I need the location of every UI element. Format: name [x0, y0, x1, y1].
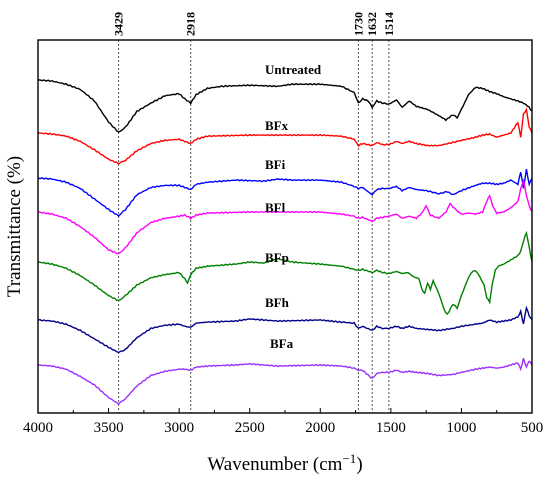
- series-label-bfp: BFp: [265, 250, 289, 265]
- series-label-bfx: BFx: [265, 118, 289, 133]
- reference-lines: [118, 40, 390, 413]
- series-label-bfi: BFi: [265, 157, 286, 172]
- x-axis-title-main: Wavenumber (cm: [207, 454, 342, 475]
- y-axis-title: Transmittance (%): [4, 156, 25, 297]
- series-line-bfp: [37, 230, 533, 315]
- x-tick-label-3000: 3000: [164, 420, 194, 436]
- x-axis: 4000 3500 3000 2500 2000 1500 1000 500: [23, 408, 543, 436]
- series-layer: [37, 79, 533, 406]
- series-labels: Untreated BFx BFi BFl BFp BFh BFa: [265, 62, 322, 351]
- peak-label-1730: 1730: [351, 12, 365, 36]
- series-line-bfl: [37, 178, 533, 255]
- series-label-bfa: BFa: [270, 336, 294, 351]
- x-tick-label-1500: 1500: [376, 420, 406, 436]
- series-label-untreated: Untreated: [265, 62, 322, 77]
- series-line-untreated: [37, 79, 533, 133]
- series-label-bfh: BFh: [265, 295, 290, 310]
- series-line-bfh: [37, 305, 533, 354]
- peak-label-2918: 2918: [184, 12, 198, 36]
- x-axis-title: Wavenumber (cm−1): [207, 451, 362, 476]
- series-line-bfi: [37, 168, 533, 218]
- x-tick-label-500: 500: [521, 420, 544, 436]
- x-axis-title-close: ): [356, 454, 362, 475]
- x-tick-label-2500: 2500: [235, 420, 265, 436]
- peak-labels: 3429 2918 1730 1632 1514: [112, 12, 396, 36]
- x-tick-label-1000: 1000: [446, 420, 476, 436]
- plot-frame: [37, 39, 533, 414]
- series-line-bfx: [37, 107, 533, 165]
- series-line-bfa: [37, 358, 533, 406]
- peak-label-1632: 1632: [365, 12, 379, 36]
- x-tick-label-2000: 2000: [305, 420, 335, 436]
- peak-label-1514: 1514: [382, 12, 396, 36]
- x-tick-label-4000: 4000: [23, 420, 53, 436]
- series-label-bfl: BFl: [265, 200, 286, 215]
- x-axis-title-superscript: −1: [342, 451, 356, 466]
- peak-label-3429: 3429: [112, 12, 126, 36]
- x-tick-label-3500: 3500: [94, 420, 124, 436]
